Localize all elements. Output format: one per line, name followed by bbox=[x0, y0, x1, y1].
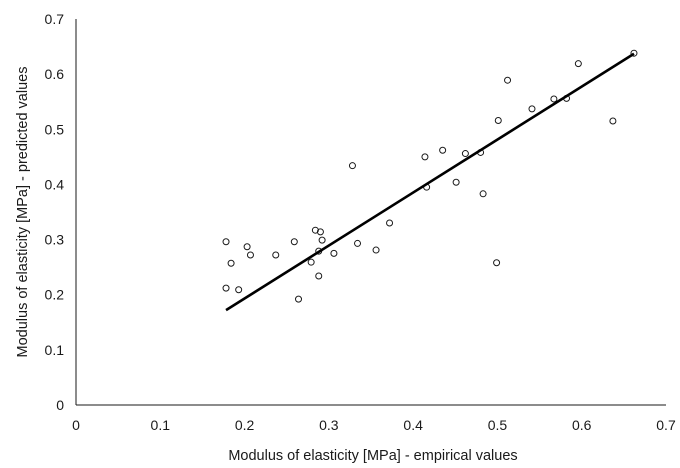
axes bbox=[75, 19, 666, 406]
data-point bbox=[222, 284, 230, 292]
data-point bbox=[386, 219, 394, 227]
data-point bbox=[235, 286, 243, 294]
y-tick-label: 0.5 bbox=[45, 121, 65, 137]
data-point bbox=[504, 76, 512, 84]
data-point bbox=[493, 259, 501, 267]
data-point bbox=[295, 295, 303, 303]
x-tick-label: 0 bbox=[72, 417, 80, 433]
x-tick-label: 0.1 bbox=[151, 417, 171, 433]
data-point bbox=[307, 258, 315, 266]
x-tick-label: 0.5 bbox=[488, 417, 508, 433]
data-point bbox=[330, 249, 338, 257]
data-point bbox=[316, 228, 324, 236]
x-tick-label: 0.7 bbox=[656, 417, 676, 433]
data-point bbox=[372, 246, 380, 254]
x-tick-label: 0.6 bbox=[572, 417, 592, 433]
y-tick-labels: 0 0.1 0.2 0.3 0.4 0.5 0.6 0.7 bbox=[45, 11, 65, 413]
data-point bbox=[246, 251, 254, 259]
x-axis-label: Modulus of elasticity [MPa] - empirical … bbox=[228, 448, 517, 464]
data-point bbox=[290, 238, 298, 246]
data-point bbox=[494, 116, 502, 124]
y-tick-label: 0.4 bbox=[45, 176, 65, 192]
data-point bbox=[243, 243, 251, 251]
y-axis-label: Modulus of elasticity [MPa] - predicted … bbox=[15, 67, 31, 358]
x-tick-labels: 0 0.1 0.2 0.3 0.4 0.5 0.6 0.7 bbox=[72, 417, 676, 433]
data-point bbox=[550, 95, 558, 103]
y-tick-label: 0 bbox=[56, 397, 64, 413]
data-point bbox=[227, 259, 235, 267]
trendline bbox=[225, 52, 635, 312]
data-point bbox=[348, 162, 356, 170]
data-point bbox=[311, 226, 319, 234]
y-tick-label: 0.6 bbox=[45, 66, 65, 82]
data-point bbox=[574, 60, 582, 68]
data-point bbox=[439, 146, 447, 154]
data-point bbox=[461, 150, 469, 158]
y-tick-label: 0.7 bbox=[45, 11, 65, 27]
data-point bbox=[528, 105, 536, 113]
y-tick-label: 0.3 bbox=[45, 232, 65, 248]
data-point bbox=[479, 190, 487, 198]
y-tick-label: 0.1 bbox=[45, 342, 65, 358]
data-point bbox=[222, 238, 230, 246]
x-tick-label: 0.3 bbox=[319, 417, 339, 433]
data-point bbox=[421, 153, 429, 161]
data-point bbox=[452, 178, 460, 186]
x-tick-label: 0.2 bbox=[235, 417, 255, 433]
data-point bbox=[315, 272, 323, 280]
data-point bbox=[609, 117, 617, 125]
data-point bbox=[630, 49, 638, 57]
data-point bbox=[318, 236, 326, 244]
data-point bbox=[272, 251, 280, 259]
data-point bbox=[354, 239, 362, 247]
y-tick-label: 0.2 bbox=[45, 287, 65, 303]
data-points bbox=[222, 49, 638, 303]
x-tick-label: 0.4 bbox=[403, 417, 423, 433]
